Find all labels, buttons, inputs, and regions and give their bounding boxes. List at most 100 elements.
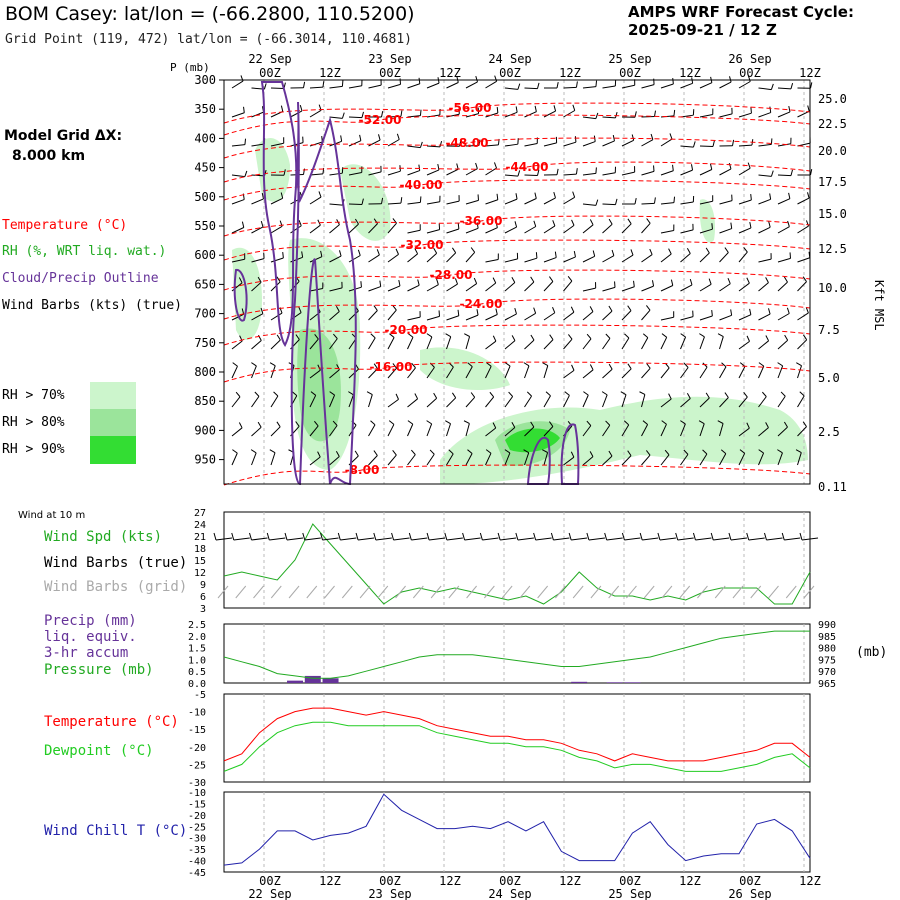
wind-barb-flag-386 bbox=[746, 422, 750, 429]
pressure-axis-label: P (mb) bbox=[170, 61, 210, 74]
temp-contour-label-7: -28.00 bbox=[430, 268, 473, 282]
wind-barb-277 bbox=[368, 337, 376, 350]
wind-barb-118 bbox=[777, 174, 792, 177]
wind-barb-flag-149 bbox=[807, 192, 810, 199]
temp-contour-label-9: -20.00 bbox=[385, 323, 428, 337]
wind-barb-386 bbox=[738, 427, 750, 437]
wind-barb-322 bbox=[660, 367, 670, 379]
temperature-tick-5: -30 bbox=[188, 778, 206, 789]
wind-barb-151 bbox=[251, 226, 264, 234]
wind-barb-flag-378 bbox=[586, 420, 592, 426]
wind-barb-156 bbox=[348, 223, 359, 234]
pressure-tick-label-2: 400 bbox=[194, 131, 216, 145]
wind-barb-flag-323 bbox=[683, 362, 689, 368]
wind-barb-flag-184 bbox=[320, 250, 323, 257]
wind-barb-296 bbox=[738, 340, 750, 350]
wind-barb-flag-282 bbox=[464, 333, 470, 337]
temp-contour-8 bbox=[223, 298, 811, 320]
wind-barb-378 bbox=[582, 425, 592, 437]
temperature-tick-3: -20 bbox=[188, 743, 206, 754]
pressure-tick-3: 975 bbox=[818, 655, 836, 666]
wind-barb-flag-389 bbox=[802, 421, 807, 427]
wind-barb-418 bbox=[777, 452, 783, 466]
wind-barb-flag-166 bbox=[552, 220, 556, 227]
wind-barb-384 bbox=[699, 423, 705, 437]
wind-barb-flag-222 bbox=[473, 277, 478, 284]
wind-barb-355 bbox=[719, 397, 729, 408]
wind-barb-138 bbox=[582, 203, 596, 206]
wind-10m-barb-flag-19 bbox=[550, 532, 554, 541]
wind-barb-flag-273 bbox=[295, 334, 300, 340]
wind-barb-flag-418 bbox=[777, 449, 783, 454]
bottom-hour-label-4: 00Z bbox=[499, 874, 521, 888]
wind-barb-128 bbox=[387, 202, 402, 205]
wind-barb-14 bbox=[504, 87, 518, 90]
wind-barb-81 bbox=[641, 139, 654, 147]
wind-barb-389 bbox=[797, 426, 807, 437]
wind-barb-flag-383 bbox=[680, 420, 686, 425]
wind-10m-barb-flag-6 bbox=[320, 532, 324, 541]
wind-barb-136 bbox=[543, 197, 556, 205]
wind-barb-230 bbox=[621, 286, 635, 292]
wind-barb-181 bbox=[251, 258, 265, 263]
wind-barb-334 bbox=[309, 395, 317, 408]
wind-barb-flag-387 bbox=[765, 422, 769, 428]
wind-barb-385 bbox=[719, 423, 724, 437]
wind-10m-barb-flag-22 bbox=[604, 532, 608, 541]
wind-speed-tick-5: 12 bbox=[194, 568, 206, 579]
wind-barb-flag-287 bbox=[567, 334, 573, 340]
wind-barb-flag-174 bbox=[711, 223, 713, 230]
wind-barb-281 bbox=[446, 336, 452, 350]
pressure-tick-label-3: 450 bbox=[194, 161, 216, 175]
wind-barb-292 bbox=[660, 337, 668, 350]
wind-speed-line bbox=[223, 523, 811, 605]
temp-contour-9 bbox=[223, 324, 811, 346]
wind-barb-76 bbox=[543, 142, 557, 147]
wind-barb-97 bbox=[368, 171, 382, 176]
wind-barb-419 bbox=[797, 452, 802, 466]
wind-barb-48 bbox=[582, 116, 596, 120]
wind-barb-221 bbox=[446, 283, 458, 292]
wind-10m-barb-flag-17 bbox=[515, 532, 519, 541]
wind-10m-barb-flag-20 bbox=[568, 532, 572, 541]
wind-barb-flag-394 bbox=[317, 451, 321, 458]
wind-barb-205 bbox=[719, 252, 729, 263]
wind-barb-flag-334 bbox=[310, 391, 317, 396]
wind-barb-258 bbox=[582, 311, 594, 321]
wind-barb-flag-188 bbox=[395, 248, 399, 255]
windchill-tick-1: -15 bbox=[188, 799, 206, 810]
wind-barb-flag-294 bbox=[699, 333, 705, 338]
wind-barb-397 bbox=[368, 455, 378, 466]
wind-barb-flag-290 bbox=[624, 333, 630, 339]
wind-barb-flag-148 bbox=[788, 192, 791, 199]
wind-10m-barb-19 bbox=[553, 537, 570, 541]
wind-barb-250 bbox=[426, 315, 440, 321]
wind-barb-flag-70 bbox=[439, 140, 443, 148]
wind-barb-flag-272 bbox=[276, 334, 281, 341]
top-hour-label-6: 00Z bbox=[619, 66, 641, 80]
wind-10m-barb-flag-27 bbox=[692, 532, 696, 541]
top-date-label-2: 24 Sep bbox=[488, 52, 531, 66]
top-hour-label-1: 12Z bbox=[319, 66, 341, 80]
wind-barb-flag-328 bbox=[777, 362, 783, 367]
wind-barb-232 bbox=[660, 285, 673, 292]
temp-contour-1 bbox=[223, 114, 811, 136]
model-grid-label: Model Grid ΔX: bbox=[4, 128, 123, 144]
wind-barb-18 bbox=[582, 86, 596, 89]
wind-barb-flag-170 bbox=[627, 218, 632, 225]
wind-barb-196 bbox=[543, 257, 557, 263]
wind-barb-134 bbox=[504, 198, 518, 205]
temp-contour-label-10: -16.00 bbox=[370, 360, 413, 374]
wind-barb-287 bbox=[563, 338, 573, 350]
wind-barb-407 bbox=[563, 456, 575, 466]
wind-barb-flag-67 bbox=[378, 134, 381, 141]
wind-title: Wind at 10 m bbox=[18, 510, 86, 521]
wind-barb-flag-411 bbox=[645, 450, 651, 456]
wind-barb-372 bbox=[465, 423, 470, 437]
wind-barb-56 bbox=[738, 112, 752, 118]
wind-grid-barb-8 bbox=[359, 585, 371, 599]
wind-barb-0 bbox=[231, 80, 244, 89]
wind-barb-flag-327 bbox=[758, 362, 765, 367]
kft-axis-label: Kft MSL bbox=[872, 280, 886, 331]
wind-10m-barb-flag-9 bbox=[373, 532, 377, 541]
